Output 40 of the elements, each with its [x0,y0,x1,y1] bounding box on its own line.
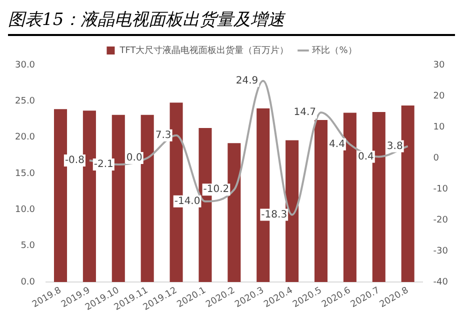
data-label: 4.4 [329,138,345,150]
y2-tick-label: -30 [433,246,448,256]
bar [140,114,154,282]
data-label: -0.8 [64,155,84,166]
y2-tick-label: -40 [433,277,448,288]
y2-tick-label: 30 [433,60,446,70]
y-tick-label: 0.0 [20,277,36,288]
data-label: -14.0 [174,196,200,208]
data-label: 24.9 [236,75,258,86]
legend-label: TFT大尺寸液晶电视面板出货量（百万片） [118,44,289,56]
bar [54,109,68,282]
bar [401,106,414,282]
bar [372,112,386,282]
bar [343,112,356,282]
legend-label: 环比（%） [312,44,357,56]
bar [286,140,299,282]
data-label: 0.4 [358,151,374,162]
data-label: 3.8 [386,140,403,152]
y2-tick-label: -10 [433,184,448,194]
data-label: -18.3 [261,209,288,220]
data-label: 0.0 [126,152,142,164]
y-tick-label: 5.0 [20,241,36,252]
data-label: 14.7 [294,107,316,118]
y2-tick-label: 10 [433,122,446,132]
data-label: -10.2 [203,184,230,196]
bar [112,114,125,282]
y-tick-label: 15.0 [14,168,36,179]
bar [228,143,241,282]
chart-title: 图表15：液晶电视面板出货量及增速 [8,8,455,36]
y2-tick-label: -20 [433,215,448,226]
bar [314,120,328,282]
y-tick-label: 25.0 [14,96,36,107]
y2-tick-label: 0 [433,153,440,164]
bar [82,110,96,282]
y-tick-label: 10.0 [14,205,36,216]
y-tick-label: 20.0 [14,132,36,143]
data-label: 7.3 [155,130,172,141]
y2-tick-label: 20 [433,91,446,102]
data-label: -2.1 [94,159,114,170]
y-tick-label: 30.0 [14,60,36,70]
